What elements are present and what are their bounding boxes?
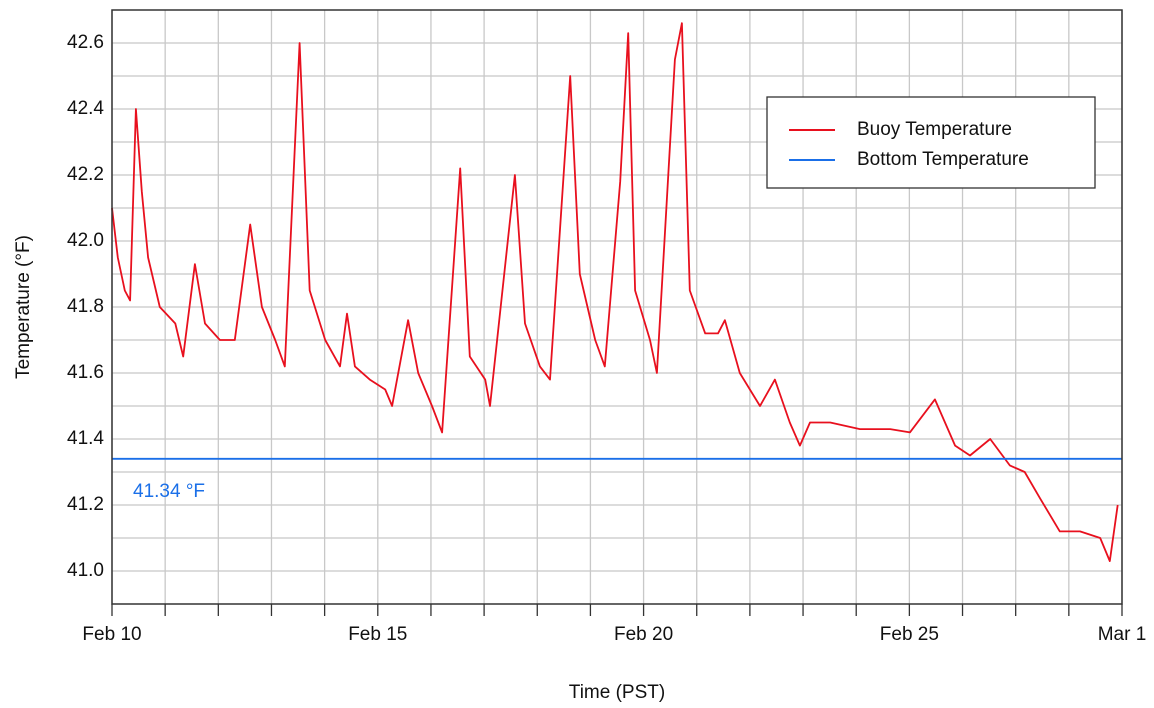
y-tick-label: 42.2: [67, 164, 104, 185]
x-tick-label: Feb 20: [614, 624, 673, 645]
legend-label: Buoy Temperature: [857, 119, 1012, 140]
y-tick-label: 42.4: [67, 98, 104, 119]
x-tick-label: Feb 25: [880, 624, 939, 645]
lines: [111, 22, 1122, 562]
x-tick-label: Feb 15: [348, 624, 407, 645]
y-tick-label: 41.4: [67, 428, 104, 449]
y-axis-title: Temperature (°F): [13, 235, 34, 379]
legend-box: [766, 96, 1096, 189]
legend-label: Bottom Temperature: [857, 149, 1029, 170]
y-tick-label: 41.0: [67, 560, 104, 581]
x-axis-title: Time (PST): [569, 682, 665, 703]
y-tick-label: 41.2: [67, 494, 104, 515]
annotation: 41.34 °F: [133, 481, 205, 502]
y-tick-label: 42.6: [67, 32, 104, 53]
x-tick-label: Feb 10: [82, 624, 141, 645]
y-tick-label: 41.6: [67, 362, 104, 383]
y-tick-label: 41.8: [67, 296, 104, 317]
grid: [111, 10, 1123, 604]
y-tick-label: 42.0: [67, 230, 104, 251]
plot-frame: [111, 9, 1123, 605]
series-line: [111, 22, 1119, 562]
x-tick-label: Mar 1: [1098, 624, 1147, 645]
